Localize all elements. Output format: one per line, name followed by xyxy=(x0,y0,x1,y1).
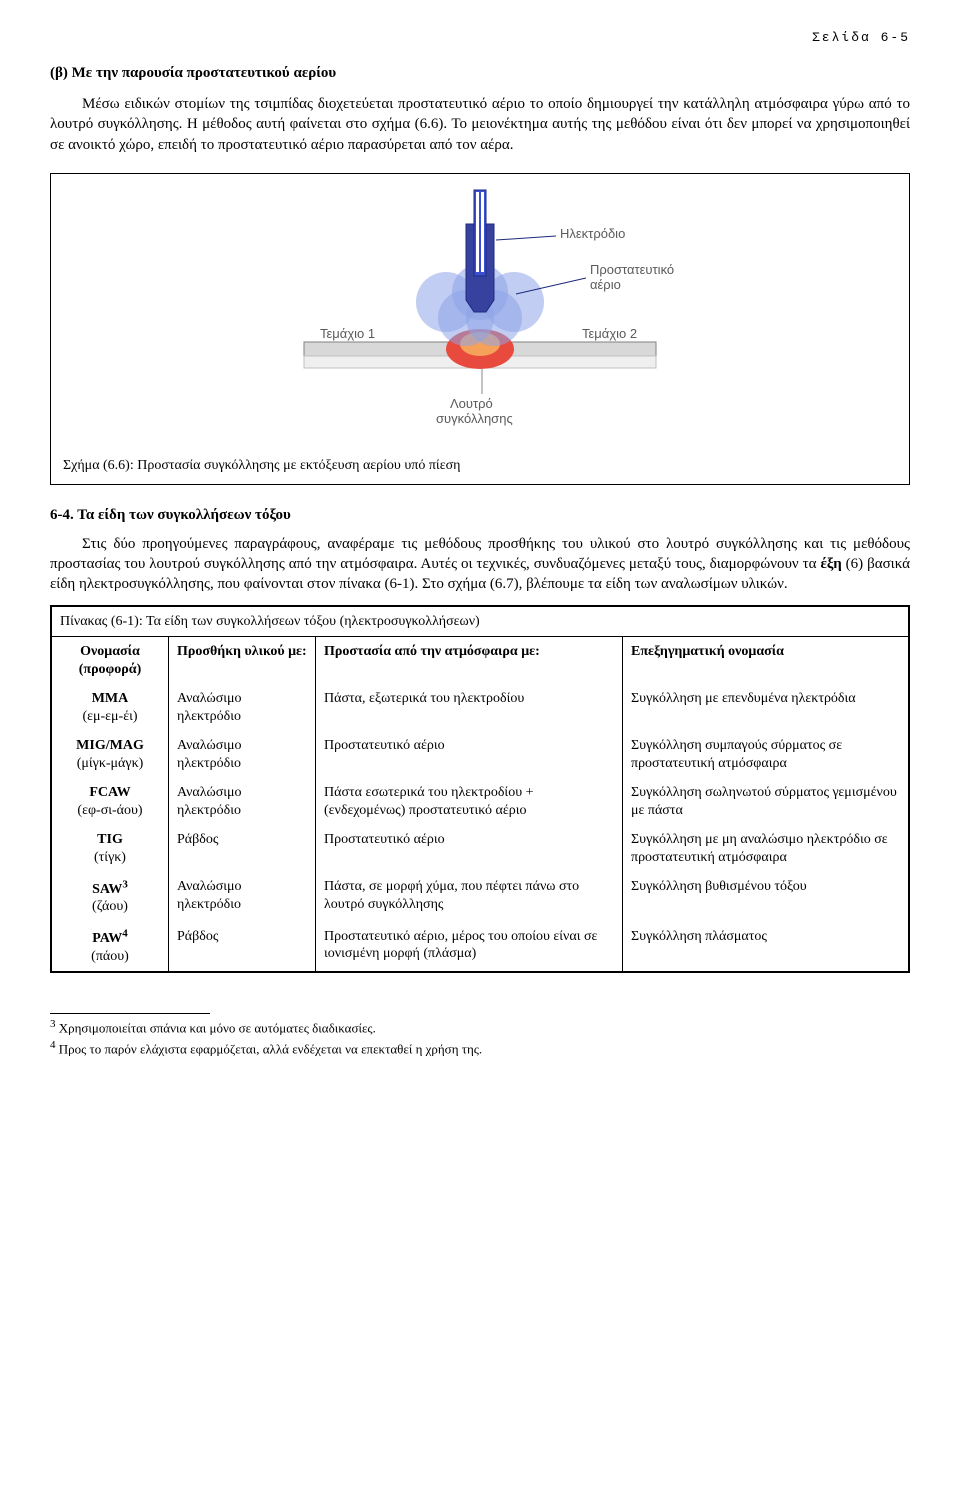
cell-desc: Συγκόλληση σωληνωτού σύρματος γεμισμένου… xyxy=(623,778,910,825)
cell-prot: Προστατευτικό αέριο xyxy=(316,825,623,872)
cell-desc: Συγκόλληση βυθισμένου τόξου xyxy=(623,872,910,922)
figure-6-6-box: Ηλεκτρόδιο Προστατευτικό αέριο Τεμάχιο 1… xyxy=(50,173,910,485)
bold-six: έξη xyxy=(820,556,841,572)
label-piece2: Τεμάχιο 2 xyxy=(582,326,637,341)
table-caption-row: Πίνακας (6-1): Τα είδη των συγκολλήσεων … xyxy=(51,606,909,637)
electrode-core xyxy=(474,190,486,276)
electrode-stripe-2 xyxy=(481,192,484,272)
cell-add: Αναλώσιμο ηλεκτρόδιο xyxy=(169,778,316,825)
table-row: MIG/MAG(μίγκ-μάγκ)Αναλώσιμο ηλεκτρόδιοΠρ… xyxy=(51,731,909,778)
cell-name: TIG(τίγκ) xyxy=(51,825,169,872)
th-prot: Προστασία από την ατμόσφαιρα με: xyxy=(316,637,623,685)
section-6-4-paragraph: Στις δύο προηγούμενες παραγράφους, αναφέ… xyxy=(50,534,910,595)
label-pool-2: συγκόλλησης xyxy=(436,411,513,426)
figure-6-6-caption: Σχήμα (6.6): Προστασία συγκόλλησης με εκ… xyxy=(63,458,897,474)
cell-add: Αναλώσιμο ηλεκτρόδιο xyxy=(169,731,316,778)
table-row: PAW4(πάου)ΡάβδοςΠροστατευτικό αέριο, μέρ… xyxy=(51,922,909,973)
label-gas-1: Προστατευτικό xyxy=(590,262,674,277)
cell-name: MIG/MAG(μίγκ-μάγκ) xyxy=(51,731,169,778)
table-row: FCAW(εφ-σι-άου)Αναλώσιμο ηλεκτρόδιοΠάστα… xyxy=(51,778,909,825)
footnote-rule xyxy=(50,1013,210,1014)
line-electrode xyxy=(496,236,556,240)
cell-prot: Πάστα, σε μορφή χύμα, που πέφτει πάνω στ… xyxy=(316,872,623,922)
cell-name: MMA(εμ-εμ-έι) xyxy=(51,684,169,731)
section-6-4-heading: 6-4. Τα είδη των συγκολλήσεων τόξου xyxy=(50,507,910,524)
section-b-title: (β) Με την παρουσία προστατευτικού αερίο… xyxy=(50,65,910,82)
cell-prot: Πάστα εσωτερικά του ηλεκτροδίου + (ενδεχ… xyxy=(316,778,623,825)
cell-add: Ράβδος xyxy=(169,825,316,872)
table-row: TIG(τίγκ)ΡάβδοςΠροστατευτικό αέριοΣυγκόλ… xyxy=(51,825,909,872)
footnotes: 3 Χρησιμοποιείται σπάνια και μόνο σε αυτ… xyxy=(50,1013,910,1057)
table-6-1: Πίνακας (6-1): Τα είδη των συγκολλήσεων … xyxy=(50,605,910,974)
footnote-3: 3 Χρησιμοποιείται σπάνια και μόνο σε αυτ… xyxy=(50,1018,910,1036)
cell-desc: Συγκόλληση με επενδυμένα ηλεκτρόδια xyxy=(623,684,910,731)
label-pool-1: Λουτρό xyxy=(450,396,493,411)
electrode-stripe-1 xyxy=(476,192,479,272)
cell-desc: Συγκόλληση πλάσματος xyxy=(623,922,910,973)
table-header-row: Ονομασία (προφορά) Προσθήκη υλικού με: Π… xyxy=(51,637,909,685)
cell-add: Αναλώσιμο ηλεκτρόδιο xyxy=(169,684,316,731)
footnote-4: 4 Προς το παρόν ελάχιστα εφαρμόζεται, αλ… xyxy=(50,1039,910,1057)
cell-name: SAW3(ζάου) xyxy=(51,872,169,922)
cell-desc: Συγκόλληση με μη αναλώσιμο ηλεκτρόδιο σε… xyxy=(623,825,910,872)
cell-prot: Προστατευτικό αέριο, μέρος του οποίου εί… xyxy=(316,922,623,973)
cell-prot: Προστατευτικό αέριο xyxy=(316,731,623,778)
cell-name: FCAW(εφ-σι-άου) xyxy=(51,778,169,825)
th-name: Ονομασία (προφορά) xyxy=(51,637,169,685)
section-b-paragraph: Μέσω ειδικών στομίων της τσιμπίδας διοχε… xyxy=(50,94,910,155)
figure-6-6-diagram: Ηλεκτρόδιο Προστατευτικό αέριο Τεμάχιο 1… xyxy=(63,184,897,440)
label-electrode: Ηλεκτρόδιο xyxy=(560,226,625,241)
cell-prot: Πάστα, εξωτερικά του ηλεκτροδίου xyxy=(316,684,623,731)
cell-desc: Συγκόλληση συμπαγούς σύρματος σε προστατ… xyxy=(623,731,910,778)
cell-add: Ράβδος xyxy=(169,922,316,973)
welding-diagram-svg: Ηλεκτρόδιο Προστατευτικό αέριο Τεμάχιο 1… xyxy=(260,184,700,440)
cell-add: Αναλώσιμο ηλεκτρόδιο xyxy=(169,872,316,922)
table-row: MMA(εμ-εμ-έι)Αναλώσιμο ηλεκτρόδιοΠάστα, … xyxy=(51,684,909,731)
page-number: Σελίδα 6-5 xyxy=(50,30,910,45)
th-add: Προσθήκη υλικού με: xyxy=(169,637,316,685)
cell-name: PAW4(πάου) xyxy=(51,922,169,973)
th-desc: Επεξηγηματική ονομασία xyxy=(623,637,910,685)
label-gas-2: αέριο xyxy=(590,277,621,292)
label-piece1: Τεμάχιο 1 xyxy=(320,326,375,341)
table-caption: Πίνακας (6-1): Τα είδη των συγκολλήσεων … xyxy=(51,606,909,637)
table-row: SAW3(ζάου)Αναλώσιμο ηλεκτρόδιοΠάστα, σε … xyxy=(51,872,909,922)
